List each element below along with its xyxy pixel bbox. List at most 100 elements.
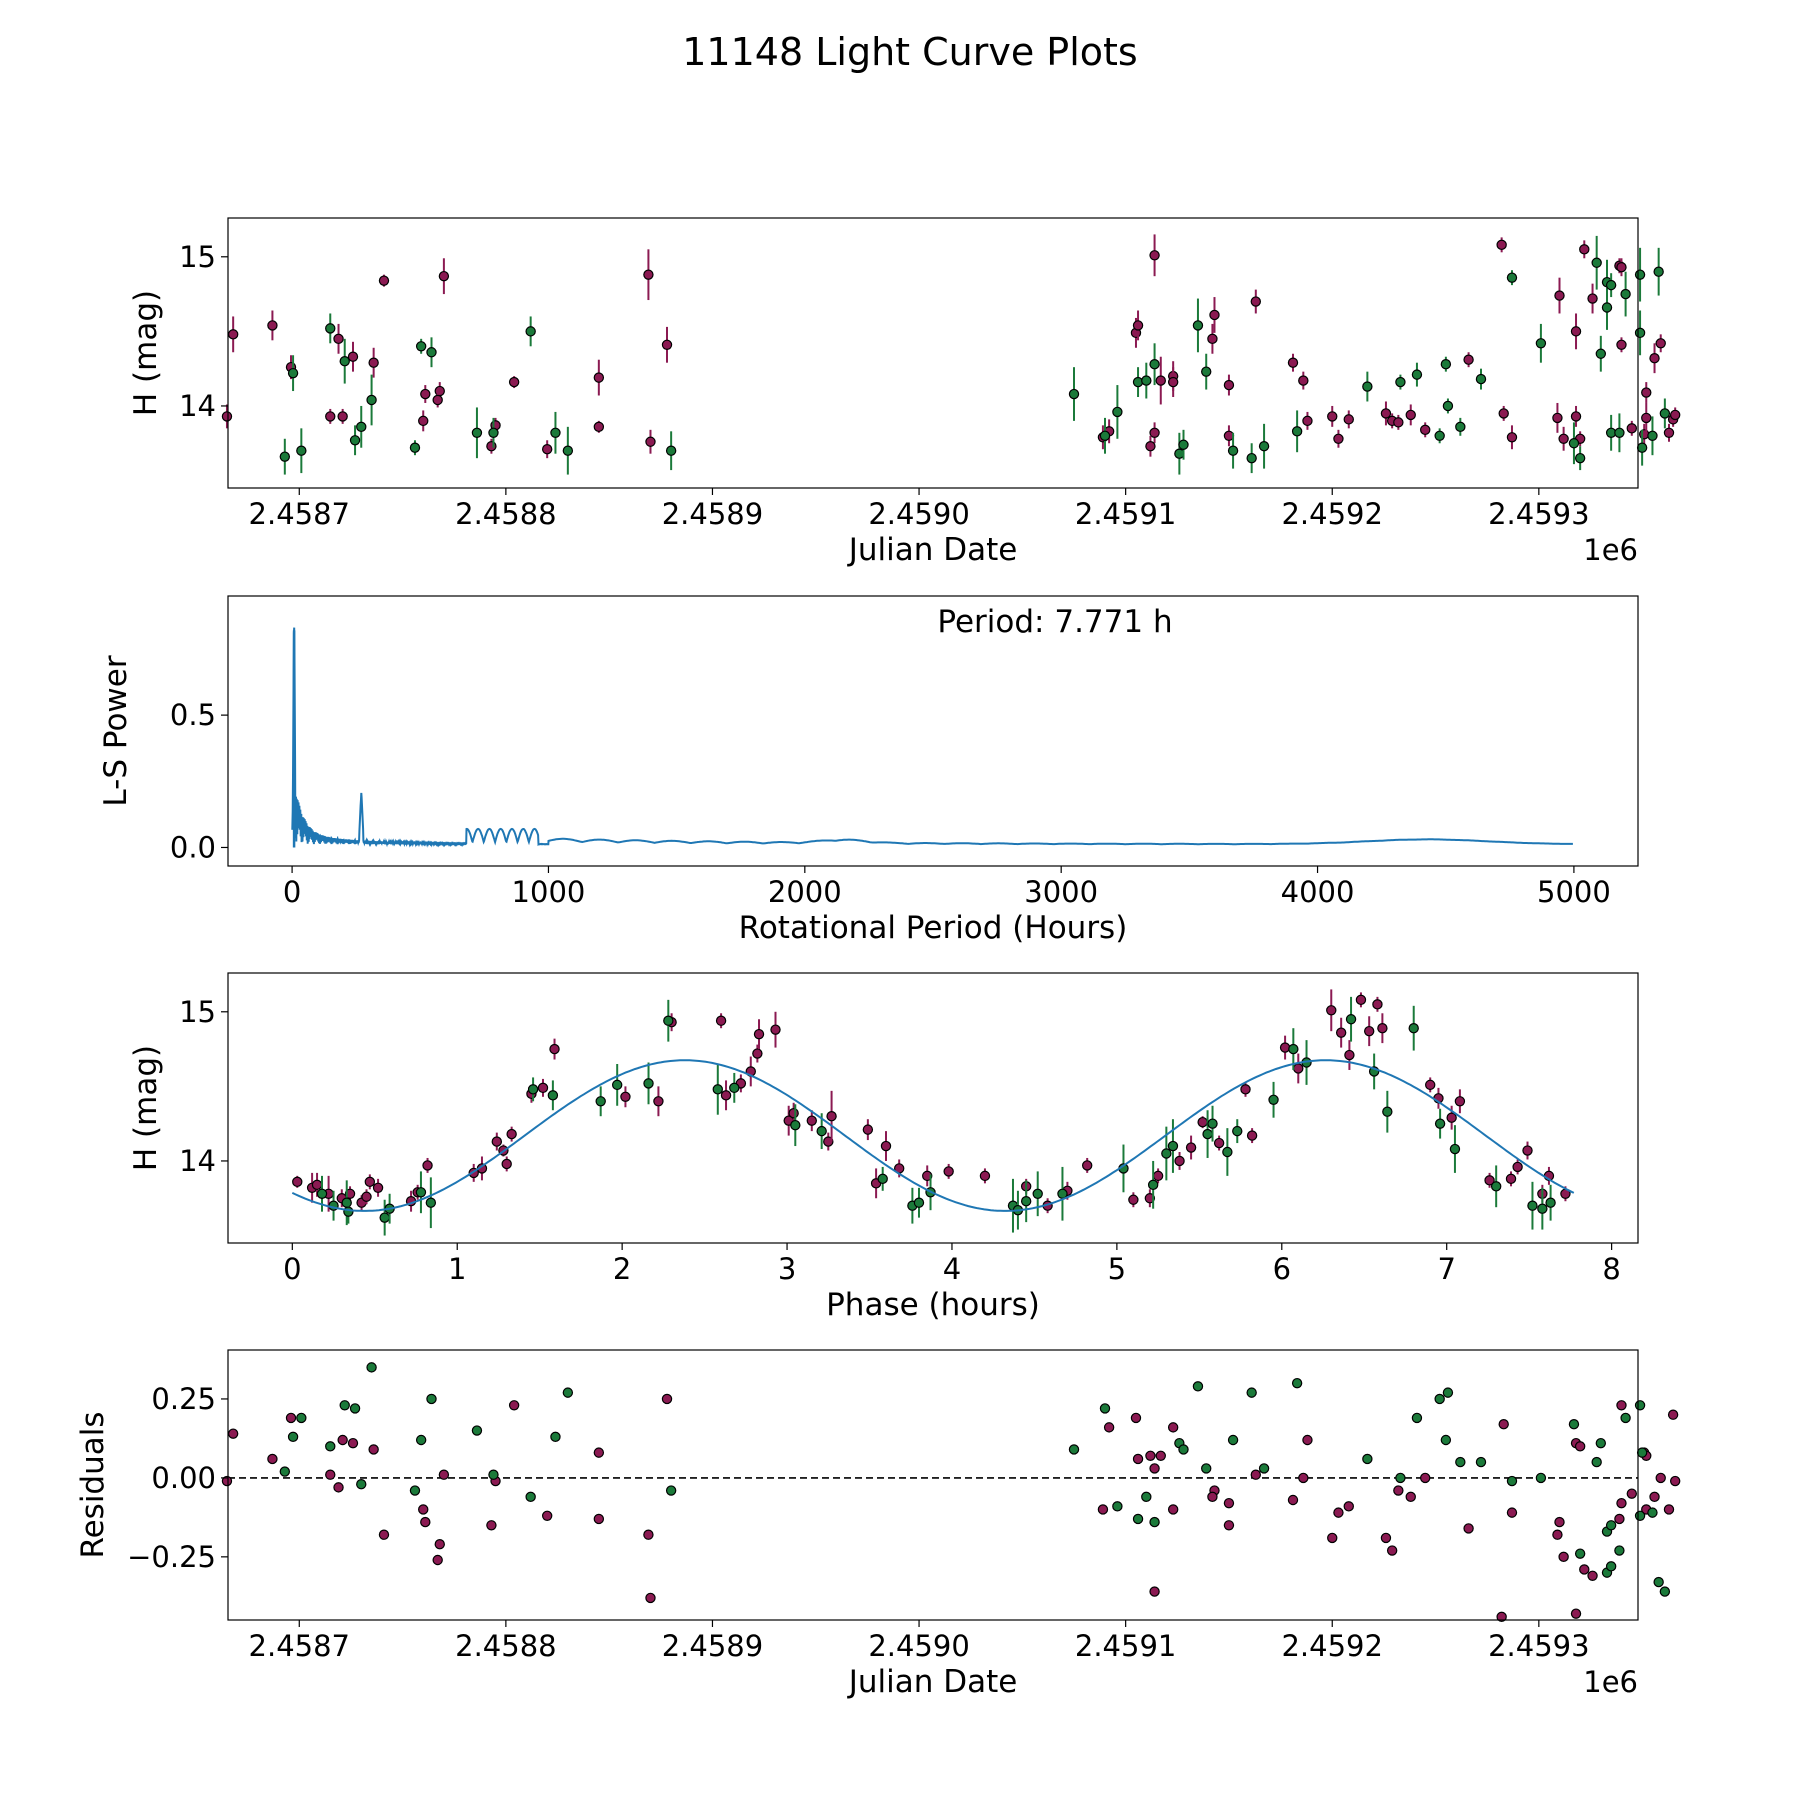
data-point [1197,1116,1208,1128]
data-point [311,1179,323,1191]
data-point [1434,1393,1445,1405]
data-point [1192,1381,1204,1392]
data-point [287,1431,299,1443]
data-point [1568,1419,1580,1430]
data-point [339,356,350,367]
data-point [620,1091,631,1103]
data-point [1362,381,1373,392]
data-point [1149,1586,1160,1597]
data-point [1449,1143,1461,1155]
data-point [325,323,336,334]
data-point [415,1434,427,1446]
data-point [325,1469,336,1480]
data-point [1240,1084,1251,1095]
data-point [1411,369,1423,380]
data-point [1554,290,1565,301]
data-point [267,1453,278,1465]
data-point [1535,1472,1547,1484]
data-point [1178,1444,1189,1455]
data-point [1250,296,1262,307]
data-point [1558,433,1569,444]
data-point [1246,452,1257,464]
data-point [1246,1387,1257,1398]
data-point [752,1048,763,1059]
data-point [712,1084,723,1095]
data-point [1616,1497,1627,1509]
plot-frame [227,217,1639,489]
data-point [1649,1491,1660,1503]
x-tick-label: 1 [448,1252,466,1286]
data-point [1522,1145,1533,1156]
data-point [593,1447,605,1458]
x-tick-label: 0 [283,875,301,909]
data-point [1545,1197,1556,1208]
data-point [1298,375,1309,386]
data-point [418,415,429,427]
data-point [862,1124,874,1135]
data-point [1155,375,1166,386]
data-point [943,1166,954,1177]
data-point [227,1428,239,1439]
data-point [1655,1472,1666,1484]
data-point [1552,1529,1563,1540]
x-tick-label: 4000 [1281,875,1355,909]
data-point [267,320,278,331]
data-point [1641,387,1652,398]
data-point [1420,1472,1431,1484]
data-point [1288,1043,1299,1055]
data-point [1227,445,1239,456]
data-point [337,411,348,422]
data-point [418,1504,429,1515]
data-point [426,347,437,358]
data-point [1570,1608,1582,1619]
data-point [1020,1196,1032,1207]
data-point [1587,1570,1598,1581]
data-point [663,1015,674,1026]
y-tick-label: 14 [179,1144,216,1178]
data-point [1579,1564,1590,1575]
data-point [1112,406,1123,418]
data-point [432,1554,443,1566]
data-point [364,1176,376,1188]
data-point [1605,1520,1617,1531]
data-point [720,1090,732,1101]
data-point [488,1469,499,1480]
data-point [1147,1179,1159,1191]
data-point [1395,1472,1406,1484]
data-point [1382,1106,1393,1117]
data-point [790,1119,801,1131]
data-point [279,1466,291,1477]
data-point [1149,358,1160,370]
x-tick-label: 1000 [512,875,586,909]
series-filter_b [279,1362,1671,1597]
data-point [525,326,536,337]
data-point [1132,376,1144,388]
lightcurve-panel: 2.4587 2.4588 2.4589 2.4590 2.4591 2.4592 2.45… [128,217,1681,568]
data-point [1291,426,1303,437]
data-point [1605,1561,1617,1572]
x-tick-label: 7 [1437,1252,1455,1286]
data-point [1641,412,1652,424]
data-point [1620,288,1631,300]
data-point [1496,239,1507,251]
x-tick-label: 2.4592 [1281,497,1382,531]
data-point [368,357,379,368]
data-point [1202,1128,1213,1140]
data-point [770,1024,781,1035]
data-point [279,451,291,462]
data-point [1570,326,1582,337]
x-tick-label: 0 [283,1252,301,1286]
data-point [1663,1504,1675,1515]
data-point [826,1111,837,1122]
data-point [1595,348,1607,359]
data-point [1192,320,1204,331]
data-point [425,1197,437,1208]
data-point [1552,412,1563,424]
data-point [1579,244,1590,255]
plot-frame [227,1349,1639,1621]
data-point [788,1108,799,1119]
data-point [361,1191,372,1202]
data-point [1178,439,1189,450]
series-filter_a [292,989,1571,1214]
plot-frame [227,972,1639,1244]
